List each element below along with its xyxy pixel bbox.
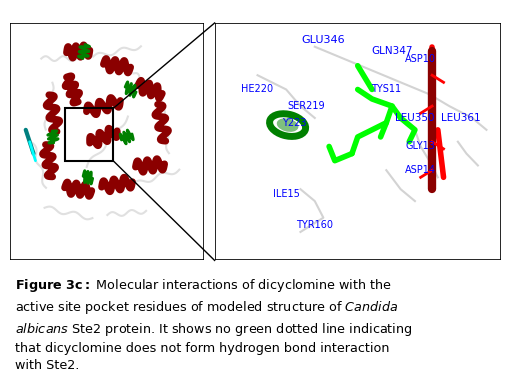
Text: $\bf{Figure\ 3c:}$ Molecular interactions of dicyclomine with the
active site po: $\bf{Figure\ 3c:}$ Molecular interaction… — [15, 277, 413, 372]
Text: ILE15: ILE15 — [273, 189, 299, 199]
Text: ASP10: ASP10 — [405, 54, 436, 64]
Ellipse shape — [277, 118, 298, 132]
Text: GLU346: GLU346 — [301, 34, 345, 44]
Text: LEU350: LEU350 — [395, 113, 435, 123]
Text: GLY13: GLY13 — [406, 141, 435, 151]
Text: HE220: HE220 — [242, 85, 273, 95]
Text: ASP14: ASP14 — [405, 165, 436, 175]
Bar — [64, 108, 113, 161]
Text: LEU361: LEU361 — [441, 113, 480, 123]
Text: Y223: Y223 — [283, 118, 307, 128]
Text: SER219: SER219 — [287, 101, 325, 111]
Text: GLN347: GLN347 — [371, 46, 413, 56]
Text: TYR160: TYR160 — [296, 220, 333, 230]
Text: TYS11: TYS11 — [371, 85, 401, 95]
